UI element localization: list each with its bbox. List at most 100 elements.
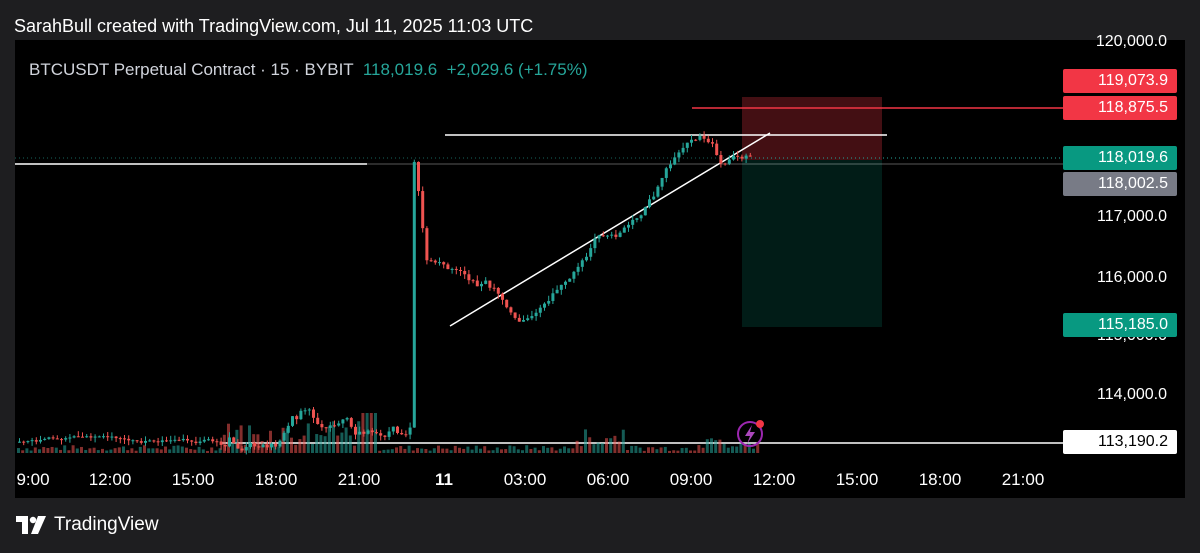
candle-body: [488, 280, 492, 288]
volume-bar: [197, 446, 201, 453]
candle-body: [278, 440, 282, 447]
volume-bar: [722, 443, 726, 453]
candle-body: [694, 139, 698, 141]
candle-body: [85, 436, 89, 438]
volume-bar: [294, 444, 298, 453]
volume-bar: [42, 447, 46, 453]
volume-bar: [466, 446, 470, 453]
candle-body: [47, 437, 51, 439]
take-profit-zone: [742, 160, 882, 327]
candle-body: [148, 440, 152, 442]
volume-bar: [747, 443, 751, 453]
candle-body: [597, 235, 601, 239]
time-axis-label: 21:00: [337, 470, 381, 489]
candle-body: [72, 436, 76, 438]
candle-body: [139, 441, 143, 443]
candle-body: [517, 317, 521, 322]
volume-bar: [327, 426, 331, 453]
candle-body: [467, 274, 471, 281]
volume-bar: [588, 437, 592, 453]
candle-body: [316, 417, 320, 425]
volume-bar: [516, 449, 520, 453]
last-price-badge: 118,019.6: [1063, 146, 1177, 170]
candle-body: [496, 287, 500, 294]
volume-bar: [529, 448, 533, 453]
candle-body: [114, 436, 118, 439]
candle-body: [118, 438, 122, 440]
volume-bar: [701, 447, 705, 453]
volume-bar: [176, 445, 180, 453]
candle-body: [736, 155, 740, 157]
volume-bar: [50, 446, 54, 453]
volume-bar: [462, 448, 466, 453]
candle-body: [412, 161, 416, 428]
volume-bar: [689, 450, 692, 453]
volume-bar: [554, 450, 558, 453]
candle-body: [589, 248, 593, 257]
candle-body: [669, 164, 672, 169]
volume-bar: [491, 450, 495, 453]
volume-bar: [617, 441, 621, 453]
candle-body: [606, 235, 609, 237]
candle-body: [396, 426, 399, 433]
candle-body: [22, 441, 26, 443]
candle-body: [39, 439, 42, 442]
volume-bar: [138, 446, 142, 453]
time-axis-label: 21:00: [1001, 470, 1045, 489]
volume-bar: [437, 445, 440, 453]
time-axis-label: 11: [435, 470, 453, 489]
volume-bar: [474, 445, 478, 453]
volume-bar: [470, 449, 474, 453]
volume-bar: [185, 447, 188, 453]
volume-bar: [533, 447, 537, 453]
volume-bar: [277, 446, 281, 453]
lightning-icon: [737, 421, 763, 447]
volume-bar: [189, 449, 193, 453]
volume-bar: [420, 448, 424, 453]
volume-bar: [273, 444, 277, 453]
volume-bar: [84, 449, 88, 453]
candle-body: [719, 155, 723, 164]
candle-body: [690, 139, 693, 143]
candle-body: [97, 436, 101, 438]
volume-bar: [117, 447, 121, 453]
candle-body: [744, 155, 748, 159]
time-axis-label: 18:00: [254, 470, 298, 489]
chart-canvas[interactable]: [15, 40, 1185, 498]
candle-body: [144, 440, 147, 443]
candle-body: [181, 438, 185, 441]
footer-brand[interactable]: TradingView: [16, 514, 159, 536]
candle-body: [727, 159, 731, 164]
volume-bar: [487, 450, 491, 453]
candle-body: [484, 280, 488, 284]
chart-pane[interactable]: BTCUSDT Perpetual Contract · 15 · BYBIT …: [15, 33, 1185, 498]
candle-body: [236, 443, 240, 449]
volume-bar: [109, 449, 113, 453]
candle-body: [81, 436, 84, 438]
candle-body: [152, 440, 156, 442]
candle-body: [685, 142, 689, 148]
price-axis-label: 120,000.0: [1095, 33, 1167, 50]
volume-bar: [411, 450, 415, 453]
candle-body: [454, 268, 458, 270]
candle-body: [656, 186, 660, 197]
candle-body: [505, 299, 509, 308]
volume-bar: [638, 447, 642, 453]
candle-body: [660, 177, 664, 187]
symbol-legend[interactable]: BTCUSDT Perpetual Contract · 15 · BYBIT …: [29, 60, 588, 80]
volume-bar: [600, 443, 604, 453]
volume-bar: [609, 438, 613, 453]
volume-bar: [714, 440, 718, 453]
candle-body: [202, 439, 206, 442]
volume-bar: [735, 446, 739, 453]
volume-bar: [542, 446, 545, 453]
candle-body: [438, 262, 441, 264]
volume-bar: [756, 442, 760, 453]
volume-bar: [143, 445, 146, 453]
volume-bar: [256, 434, 260, 453]
candle-body: [702, 135, 706, 139]
candle-body: [383, 435, 387, 437]
candle-body: [362, 431, 366, 434]
tradingview-logo-icon: [16, 516, 46, 534]
candle-body: [89, 436, 93, 438]
